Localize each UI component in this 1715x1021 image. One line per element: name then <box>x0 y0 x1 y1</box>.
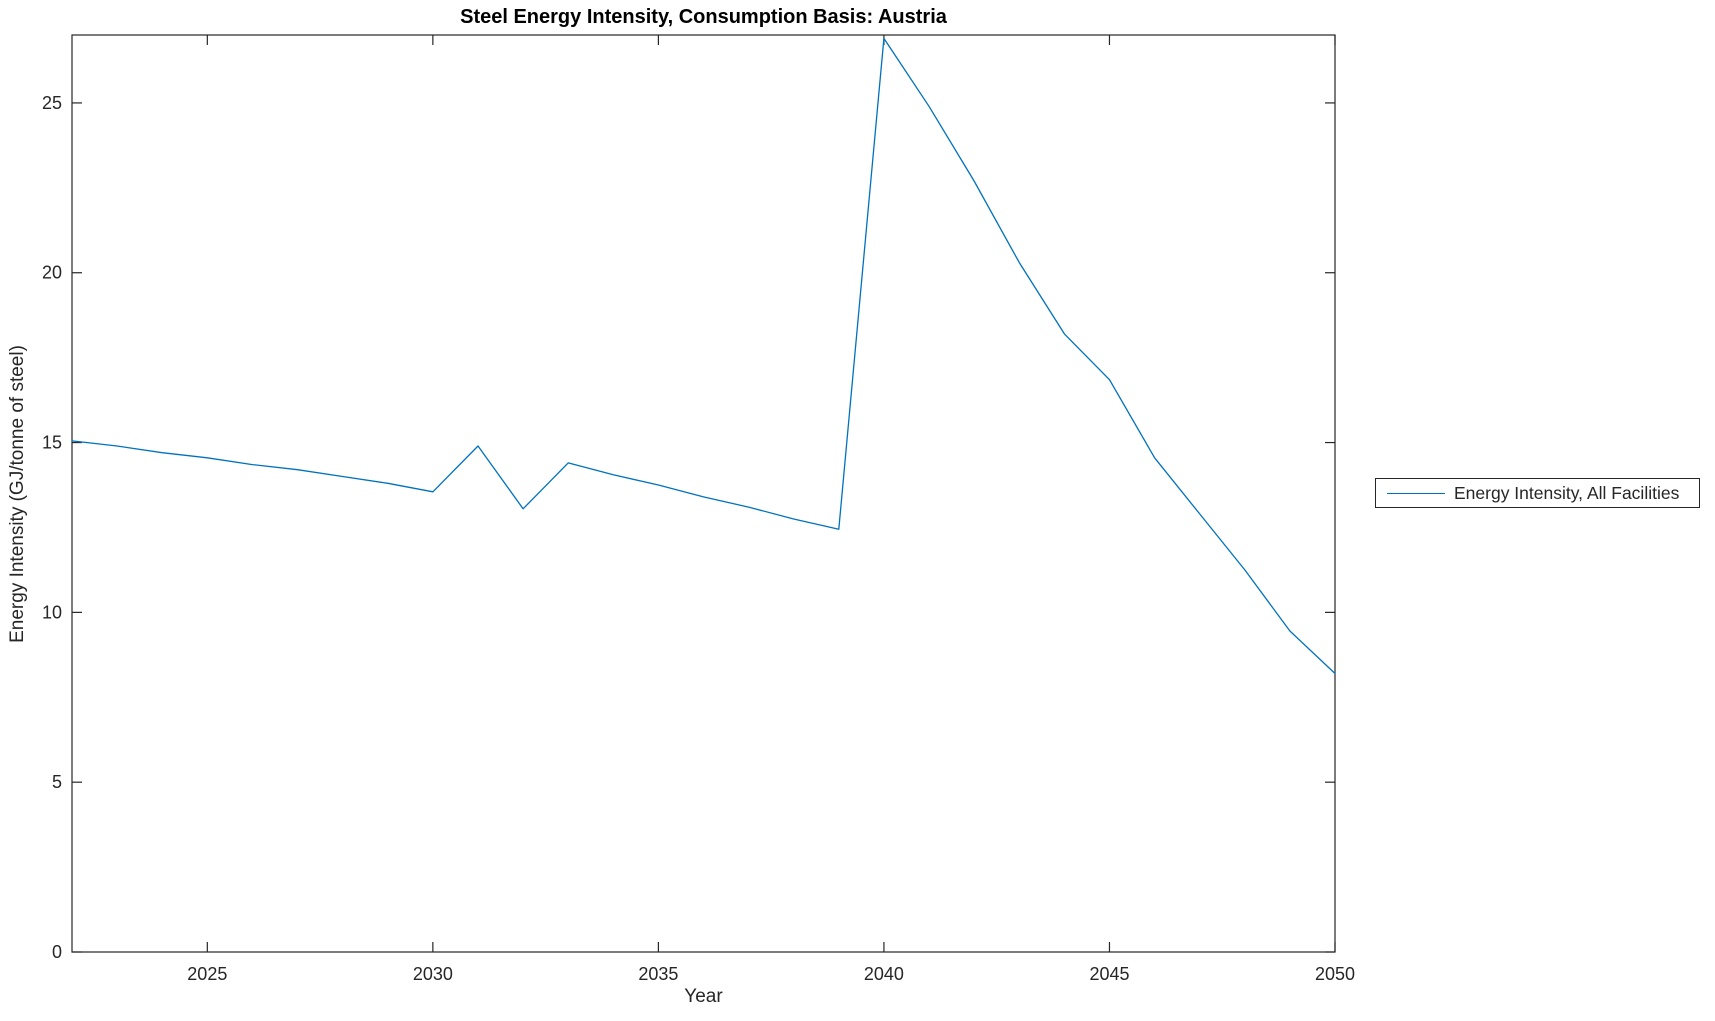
x-tick-label: 2030 <box>413 964 453 984</box>
energy-intensity-line <box>71 37 1336 675</box>
y-axis-label: Energy Intensity (GJ/tonne of steel) <box>7 345 28 643</box>
y-tick-label: 15 <box>42 433 62 453</box>
y-tick-label: 25 <box>42 93 62 113</box>
y-tick-label: 5 <box>52 772 62 792</box>
x-tick-label: 2045 <box>1089 964 1129 984</box>
legend-line-swatch <box>1387 492 1445 494</box>
x-tick-label: 2035 <box>638 964 678 984</box>
chart-title: Steel Energy Intensity, Consumption Basi… <box>460 6 947 28</box>
x-tick-label: 2050 <box>1315 964 1355 984</box>
x-tick-label: 2025 <box>187 964 227 984</box>
x-tick-label: 2040 <box>864 964 904 984</box>
legend: Energy Intensity, All Facilities <box>1375 478 1700 508</box>
y-tick-label: 20 <box>42 263 62 283</box>
x-axis-label: Year <box>684 986 723 1007</box>
axes-box <box>71 34 1336 953</box>
y-tick-label: 0 <box>52 942 62 962</box>
legend-entry-label: Energy Intensity, All Facilities <box>1454 482 1680 503</box>
y-tick-label: 10 <box>42 602 62 622</box>
